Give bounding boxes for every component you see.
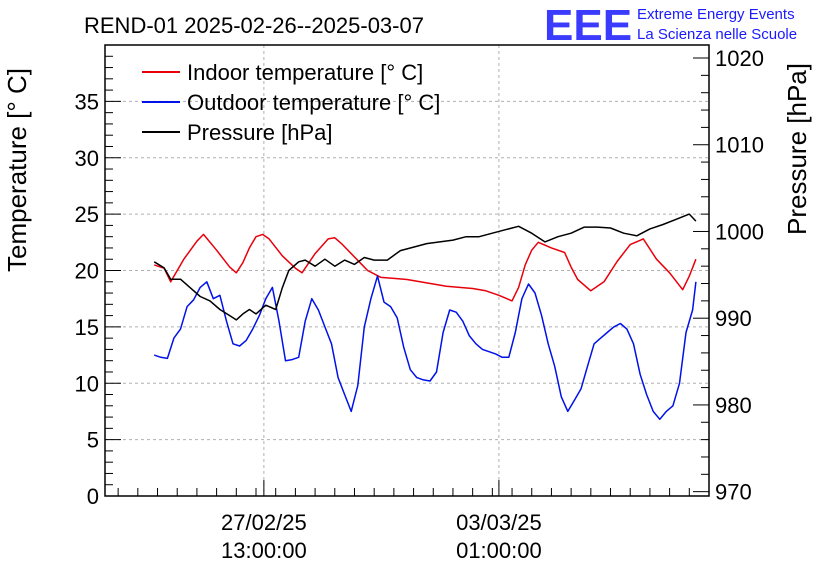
y2-tick-label: 990: [715, 306, 752, 331]
legend-label-pressure: Pressure [hPa]: [187, 120, 333, 145]
chart-title: REND-01 2025-02-26--2025-03-07: [84, 13, 424, 38]
y2-axis-label: Pressure [hPa]: [782, 63, 812, 235]
y-tick-label: 25: [75, 202, 99, 227]
y-tick-label: 5: [87, 428, 99, 453]
logo: EEE Extreme Energy Events La Scienza nel…: [544, 1, 797, 50]
series-line-indoor: [153, 233, 697, 302]
x-tick-label-time: 13:00:00: [221, 538, 307, 563]
y-tick-label: 30: [75, 146, 99, 171]
y-tick-label: 35: [75, 89, 99, 114]
series-line-pressure: [153, 213, 697, 321]
y2-tick-label: 970: [715, 480, 752, 505]
x-tick-label-time: 01:00:00: [456, 538, 542, 563]
x-tick-label-date: 27/02/25: [221, 510, 307, 535]
logo-line1: Extreme Energy Events: [637, 6, 795, 23]
y2-tick-label: 1000: [715, 219, 764, 244]
grid: [105, 45, 709, 496]
y2-tick-label: 1020: [715, 46, 764, 71]
legend-label-outdoor: Outdoor temperature [° C]: [187, 90, 440, 115]
y-tick-label: 15: [75, 315, 99, 340]
ticks: 0 5 10 15 20 25 30 35 970 980 990 1000 1010 1020 27/02…: [75, 46, 764, 563]
logo-mark: EEE: [544, 1, 632, 50]
legend: Indoor temperature [° C] Outdoor tempera…: [142, 60, 440, 145]
series-layer: [153, 213, 697, 421]
y-tick-label: 0: [87, 484, 99, 509]
y-axis-label: Temperature [° C]: [2, 68, 32, 272]
series-line-outdoor: [153, 275, 697, 421]
legend-label-indoor: Indoor temperature [° C]: [187, 60, 423, 85]
y2-tick-label: 980: [715, 393, 752, 418]
y-tick-label: 20: [75, 259, 99, 284]
y-tick-label: 10: [75, 371, 99, 396]
logo-line2: La Scienza nelle Scuole: [637, 26, 797, 43]
y2-tick-label: 1010: [715, 133, 764, 158]
x-tick-label-date: 03/03/25: [456, 510, 542, 535]
